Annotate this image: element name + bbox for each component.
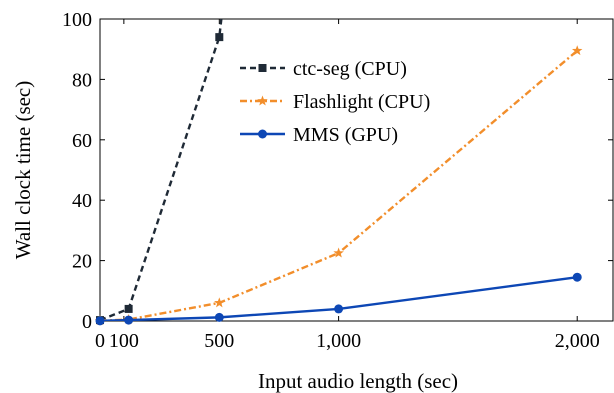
x-tick-label: 500 [204,330,234,352]
data-point [124,315,134,325]
x-tick-label: 2,000 [555,330,600,352]
data-point [214,297,225,308]
legend-label: MMS (GPU) [293,124,398,146]
y-tick-label: 60 [72,130,92,152]
data-point [333,247,344,258]
x-axis-label: Input audio length (sec) [258,369,458,393]
series-2 [95,272,582,326]
series-group [94,19,583,326]
x-tick-label: 1,000 [316,330,361,352]
legend-label: Flashlight (CPU) [293,91,430,113]
data-point [214,312,224,322]
data-point [572,272,582,282]
legend: ctc-seg (CPU) Flashlight (CPU) MMS (GPU) [240,58,430,146]
y-tick-label: 20 [72,251,92,273]
x-tick-label: 0 [95,330,105,352]
data-point [334,304,344,314]
y-axis-label: Wall clock time (sec) [11,81,35,259]
plot-frame [99,18,614,322]
series-0 [96,19,224,325]
y-tick-label: 0 [82,311,92,333]
legend-marker [257,95,268,106]
data-point [215,33,224,42]
data-point [95,316,105,326]
series-line [100,19,223,321]
series-line [100,276,578,321]
legend-marker [258,129,267,139]
legend-label: ctc-seg (CPU) [293,58,407,80]
data-point [124,304,133,313]
x-tick-label: 100 [109,330,139,352]
y-tick-label: 80 [72,69,92,91]
series-1 [94,45,583,326]
y-tick-label: 100 [62,9,92,31]
y-tick-label: 40 [72,190,92,212]
data-point [571,45,583,56]
legend-marker [258,64,267,72]
